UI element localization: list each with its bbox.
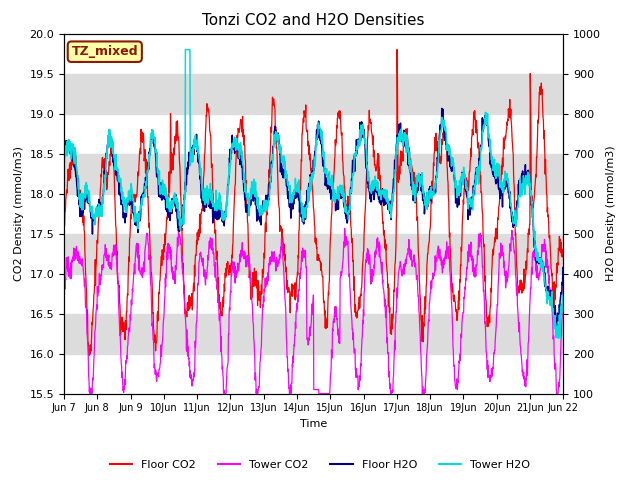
- Bar: [64, 313, 563, 354]
- Bar: [64, 73, 563, 114]
- Legend: Floor CO2, Tower CO2, Floor H2O, Tower H2O: Floor CO2, Tower CO2, Floor H2O, Tower H…: [105, 456, 535, 474]
- X-axis label: Time: Time: [300, 419, 327, 429]
- Title: Tonzi CO2 and H2O Densities: Tonzi CO2 and H2O Densities: [202, 13, 425, 28]
- Text: TZ_mixed: TZ_mixed: [72, 45, 138, 58]
- Y-axis label: H2O Density (mmol/m3): H2O Density (mmol/m3): [607, 146, 616, 281]
- Bar: [64, 234, 563, 274]
- Bar: [64, 154, 563, 193]
- Y-axis label: CO2 Density (mmol/m3): CO2 Density (mmol/m3): [14, 146, 24, 281]
